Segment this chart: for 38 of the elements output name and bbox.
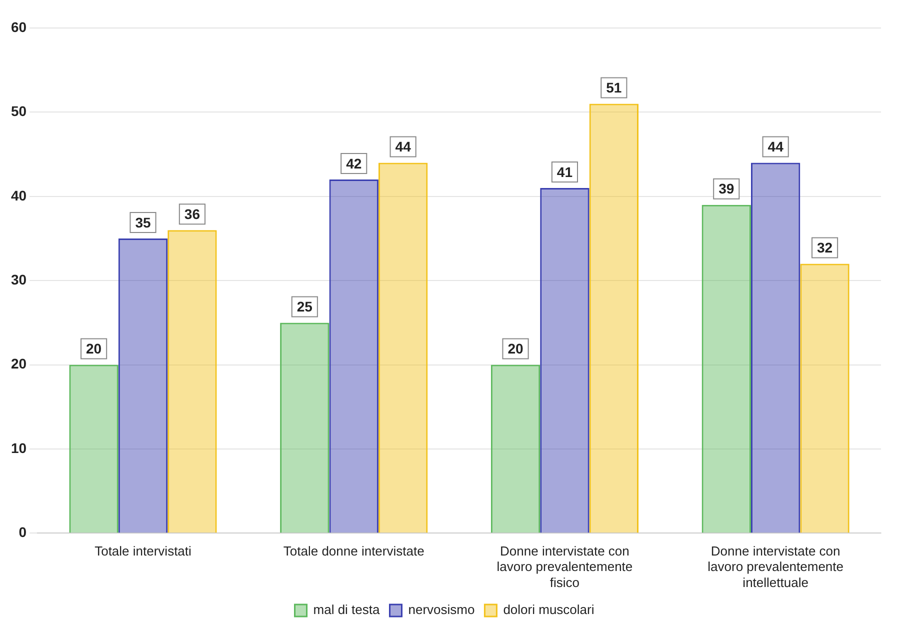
data-label: 41: [556, 164, 573, 180]
data-label: 36: [184, 206, 200, 222]
bar: [589, 104, 639, 533]
y-tick-label: 30: [10, 271, 27, 288]
data-label: 39: [718, 180, 734, 197]
x-tick-label: Donne intervistate con lavoro prevalentemente intellettuale: [708, 544, 844, 590]
bar: [118, 238, 168, 533]
bar: [750, 162, 800, 533]
bar: [69, 364, 118, 533]
data-label: 25: [296, 298, 313, 315]
data-label: 35: [135, 214, 151, 230]
data-label: 51: [606, 80, 622, 96]
x-tick-label: Totale donne intervistate: [283, 544, 424, 559]
y-tick-label: 10: [10, 440, 27, 456]
data-label: 32: [816, 240, 833, 256]
data-label: 20: [508, 340, 524, 357]
bar: [168, 230, 217, 533]
bar: [378, 162, 428, 533]
bar: [490, 364, 540, 533]
y-tick-label: 50: [10, 103, 27, 120]
legend-label: mal di testa: [313, 602, 381, 618]
y-tick-label: 20: [10, 356, 27, 372]
bar: [280, 322, 330, 533]
data-label: 42: [346, 155, 362, 172]
bar: [540, 188, 590, 533]
bar: [329, 180, 378, 533]
y-tick-label: 40: [10, 187, 27, 204]
bar: [702, 204, 751, 533]
x-tick-label: Totale intervistati: [94, 544, 192, 559]
x-tick-label: Donne intervistate con lavoro prevalentemente fisico: [496, 544, 633, 590]
legend-label: nervosismo: [408, 602, 475, 618]
y-tick-label: 0: [18, 524, 27, 540]
data-label: 44: [395, 138, 412, 155]
data-label: 20: [86, 340, 102, 357]
y-tick-label: 60: [10, 18, 27, 35]
data-label: 44: [768, 138, 784, 155]
legend-label: dolori muscolari: [503, 602, 594, 618]
bar: [800, 264, 850, 533]
